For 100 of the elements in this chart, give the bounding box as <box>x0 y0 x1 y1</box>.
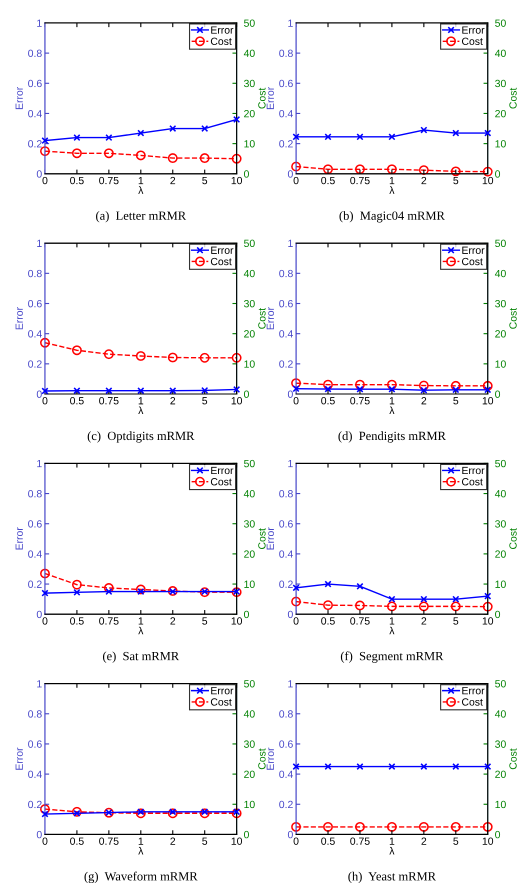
y-tick-label: 1 <box>37 680 42 688</box>
y-tick-label: 1 <box>288 460 293 468</box>
x-tick-label: 0.75 <box>350 837 370 845</box>
y2-axis-title: Cost <box>509 748 517 770</box>
point <box>40 338 50 348</box>
x-tick-label: 1 <box>390 176 394 184</box>
y2-tick-label: 50 <box>495 19 506 27</box>
y-tick-label: 0.6 <box>28 80 42 88</box>
y-tick-label: 0.6 <box>279 520 293 528</box>
x-tick-label: 10 <box>482 837 494 845</box>
y2-tick-label: 0 <box>244 170 249 178</box>
y-tick-label: 0.2 <box>279 800 293 808</box>
y-tick-label: 0.8 <box>279 710 293 718</box>
legend-label: Cost <box>462 38 483 46</box>
y2-tick-label: 0 <box>495 390 500 398</box>
point <box>233 116 240 124</box>
y-tick-label: 0.2 <box>279 580 293 588</box>
y-tick-label: 0.2 <box>28 800 42 808</box>
x-tick-label: 0 <box>294 617 299 625</box>
x-tick-label: 1 <box>138 397 144 404</box>
y2-tick-label: 0 <box>244 390 249 398</box>
legend-label: Error <box>462 687 484 694</box>
y2-tick-label: 20 <box>244 110 255 118</box>
x-tick-label: 1 <box>138 176 144 184</box>
y2-tick-label: 0 <box>495 170 500 178</box>
y-tick-label: 0.4 <box>28 550 42 558</box>
x-tick-label: 1 <box>390 617 394 625</box>
y2-tick-label: 30 <box>244 740 255 748</box>
x-tick-label: 5 <box>453 176 458 184</box>
y-tick-label: 0.8 <box>28 490 42 498</box>
y-tick-label: 0 <box>288 610 293 618</box>
x-tick-label: 2 <box>421 397 426 404</box>
point <box>232 154 242 164</box>
legend-label: Cost <box>210 698 232 706</box>
point <box>169 125 176 132</box>
text: (c) Optdigits mRMR <box>88 431 194 443</box>
point <box>136 584 146 594</box>
y-tick-label: 0.8 <box>279 270 293 278</box>
y2-tick-label: 30 <box>495 80 506 88</box>
y2-axis-title: Cost <box>258 308 266 329</box>
x-axis-title: λ <box>389 846 394 854</box>
y2-tick-label: 10 <box>495 140 506 148</box>
point <box>201 125 208 132</box>
y-axis-title: Error <box>16 307 23 330</box>
x-tick-label: 0.5 <box>70 176 84 184</box>
x-tick-label: 0.75 <box>99 397 119 404</box>
x-tick-label: 5 <box>202 617 208 625</box>
point <box>200 153 210 164</box>
y2-tick-label: 10 <box>244 800 255 808</box>
x-tick-label: 1 <box>390 397 394 404</box>
y2-axis-title: Cost <box>258 748 266 770</box>
y2-tick-label: 30 <box>495 300 506 308</box>
y-tick-label: 0.4 <box>279 550 293 558</box>
y2-tick-label: 40 <box>494 270 506 278</box>
x-tick-label: 0.5 <box>321 397 335 404</box>
point <box>104 148 114 158</box>
y-tick-label: 0.4 <box>28 110 42 118</box>
y2-axis-title: Cost <box>258 88 266 109</box>
y-axis-title: Error <box>16 748 23 770</box>
point <box>40 146 50 156</box>
x-tick-label: 5 <box>453 838 458 845</box>
y-tick-label: 1 <box>37 20 42 27</box>
y-axis-title: Error <box>16 86 23 110</box>
y2-tick-label: 30 <box>495 740 506 748</box>
y2-tick-label: 0 <box>495 830 500 838</box>
x-axis-title: λ <box>138 846 144 854</box>
text: (f) Segment mRMR <box>340 651 444 663</box>
point <box>200 352 210 363</box>
point <box>324 580 332 588</box>
legend-label: Cost <box>462 478 483 486</box>
legend-label: Error <box>211 26 234 34</box>
text: (a) Letter mRMR <box>96 211 186 222</box>
text: (b) Magic04 mRMR <box>340 211 445 222</box>
legend-label: Error <box>211 246 234 254</box>
y2-tick-label: 20 <box>495 330 506 338</box>
y2-tick-label: 30 <box>495 520 506 528</box>
x-tick-label: 0.75 <box>99 837 119 845</box>
point <box>232 352 242 363</box>
y-axis-title: Error <box>266 748 274 770</box>
y2-tick-label: 40 <box>244 710 255 718</box>
y-axis-title: Error <box>16 527 23 550</box>
x-axis-title: λ <box>389 406 394 414</box>
x-tick-label: 1 <box>138 617 144 625</box>
y2-tick-label: 0 <box>244 830 249 838</box>
legend-label: Cost <box>210 258 232 266</box>
y2-tick-label: 40 <box>494 710 506 718</box>
x-tick-label: 0 <box>294 397 299 404</box>
y-tick-label: 1 <box>37 460 42 468</box>
x-tick-label: 0.5 <box>321 617 335 625</box>
y2-tick-label: 30 <box>244 80 255 88</box>
y2-tick-label: 10 <box>495 800 506 808</box>
y2-tick-label: 10 <box>244 360 255 368</box>
x-tick-label: 0.75 <box>99 176 119 184</box>
point <box>73 134 80 142</box>
y-tick-label: 1 <box>37 240 42 247</box>
x-tick-label: 0.75 <box>350 176 370 184</box>
point <box>292 584 300 592</box>
x-tick-label: 0.75 <box>350 617 370 625</box>
x-tick-label: 10 <box>232 176 242 184</box>
text: (h) Yeast mRMR <box>348 872 436 883</box>
